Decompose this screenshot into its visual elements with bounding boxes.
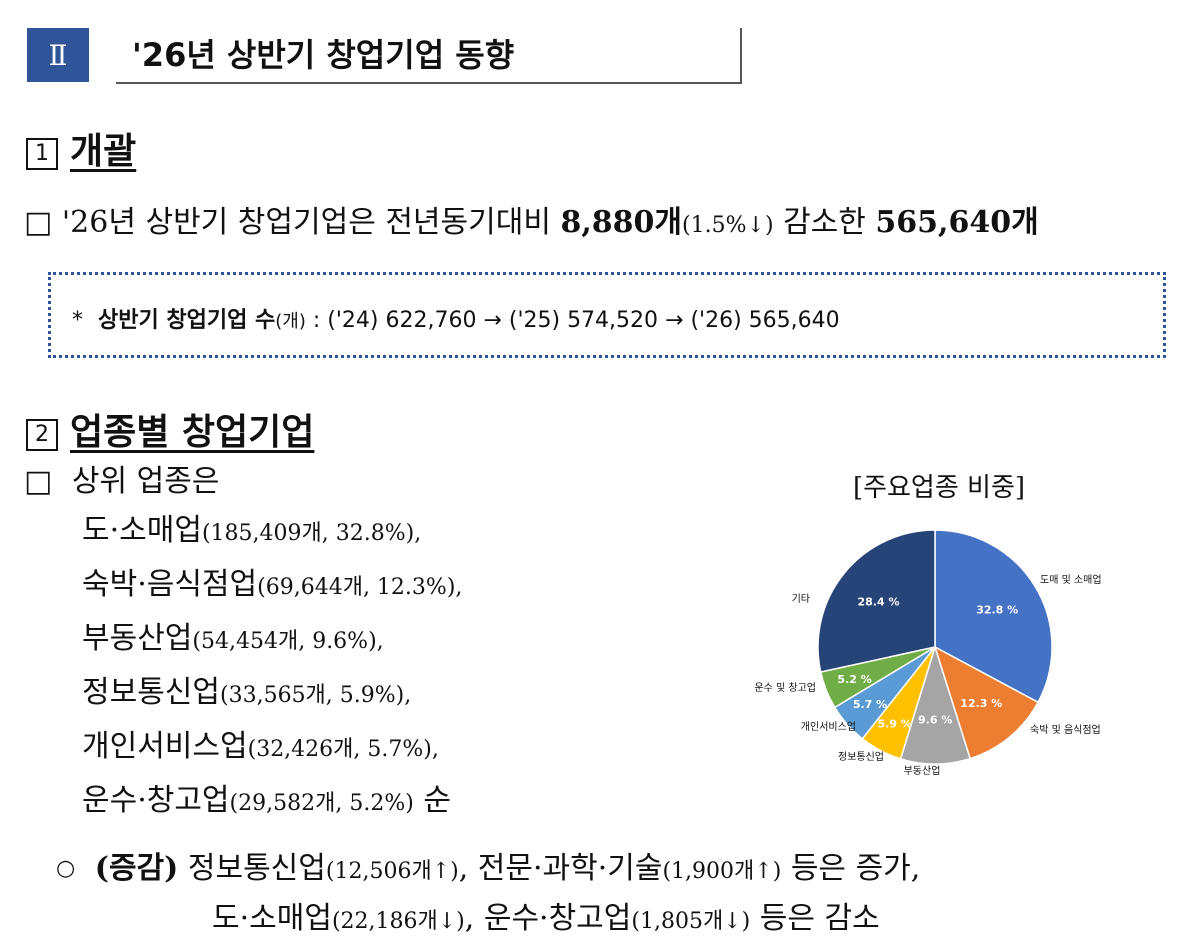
page-title: '26년 상반기 창업기업 동향	[132, 36, 515, 74]
industry-detail: (54,454개, 9.6%),	[192, 629, 384, 654]
category-label-information-communication: 정보통신업	[838, 750, 884, 763]
note-line: * 상반기 창업기업 수(개) : ('24) 622,760 → ('25) …	[72, 302, 840, 334]
section1-title: 개괄	[70, 131, 137, 172]
industry-name: 도·소매업	[82, 513, 202, 548]
data-label-real-estate: 9.6 %	[918, 714, 952, 727]
change-line-1: ○ (증감) 정보통신업(12,506개↑), 전문·과학·기술(1,900개↑…	[56, 843, 920, 887]
change-l2-b: , 운수·창고업	[464, 901, 632, 936]
section-number-box: Ⅱ	[27, 28, 89, 82]
change-l1-c: 등은 증가,	[781, 851, 921, 886]
note-box	[48, 272, 1166, 358]
list-item: 부동산업(54,454개, 9.6%),	[82, 613, 462, 667]
bullet-prefix: '26년 상반기 창업기업은 전년동기대비	[61, 205, 561, 240]
change-l2-c: 등은 감소	[750, 901, 880, 936]
category-label-personal-service: 개인서비스업	[801, 720, 856, 733]
bullet-square: □	[24, 205, 53, 240]
note-unit: (개)	[275, 311, 306, 332]
category-label-transport-storage: 운수 및 창고업	[754, 681, 816, 694]
industry-detail: (33,565개, 5.9%),	[220, 683, 412, 708]
list-item: 도·소매업(185,409개, 32.8%),	[82, 505, 462, 559]
section2-bullet: □ 상위 업종은	[24, 456, 219, 500]
industry-detail: (29,582개, 5.2%)	[229, 791, 414, 816]
bullet-mid: 감소한	[773, 205, 876, 240]
industry-detail: (32,426개, 5.7%),	[247, 737, 439, 762]
list-item: 개인서비스업(32,426개, 5.7%),	[82, 721, 462, 775]
section1-number: 1	[26, 138, 58, 170]
category-label-other: 기타	[792, 593, 810, 605]
circle-bullet: ○	[56, 856, 76, 881]
change-l2-a-detail: (22,186개↓)	[331, 909, 465, 934]
data-label-transport-storage: 5.2 %	[837, 673, 871, 686]
note-label: 상반기 창업기업 수	[98, 308, 276, 333]
section2-heading: 2 업종별 창업기업	[26, 403, 314, 455]
industry-share-pie-chart: [주요업종 비중] 32.8 % 도매 및 소매업 12.3 % 숙박 및 음식점업 9…	[754, 473, 1102, 777]
data-label-accommodation-food: 12.3 %	[960, 697, 1002, 710]
data-label-other: 28.4 %	[858, 596, 900, 609]
industry-name: 정보통신업	[82, 675, 220, 710]
pie-slice-other	[817, 529, 936, 673]
note-series: : ('24) 622,760 → ('25) 574,520 → ('26) …	[312, 308, 840, 333]
change-l1-b-detail: (1,900개↑)	[662, 859, 782, 884]
change-l1-a-detail: (12,506개↑)	[325, 859, 459, 884]
industry-name: 운수·창고업	[82, 783, 230, 818]
data-label-personal-service: 5.7 %	[853, 698, 887, 711]
category-label-real-estate: 부동산업	[904, 764, 941, 777]
pie-slice-accommodation-food	[933, 645, 1040, 760]
industry-detail: (69,644개, 12.3%),	[257, 575, 463, 600]
section1-heading: 1 개괄	[26, 122, 136, 174]
section2-number: 2	[26, 419, 58, 451]
pie-slice-wholesale-retail	[934, 529, 1053, 704]
industry-name: 개인서비스업	[82, 729, 248, 764]
change-l1-a: 정보통신업	[178, 851, 326, 886]
list-suffix: 순	[413, 783, 451, 818]
list-item: 정보통신업(33,565개, 5.9%),	[82, 667, 462, 721]
list-item: 숙박·음식점업(69,644개, 12.3%),	[82, 559, 462, 613]
total-count: 565,640개	[875, 205, 1039, 240]
section2-intro: 상위 업종은	[71, 464, 220, 499]
industry-name: 숙박·음식점업	[82, 567, 258, 602]
title-side-rule	[740, 28, 742, 84]
chart-title: [주요업종 비중]	[853, 473, 1025, 503]
decrease-pct: (1.5%↓)	[682, 213, 774, 238]
title-underline	[116, 82, 742, 84]
data-label-wholesale-retail: 32.8 %	[976, 604, 1018, 617]
data-label-information-communication: 5.9 %	[878, 718, 912, 731]
industry-name: 부동산업	[82, 621, 193, 656]
change-l2-a: 도·소매업	[212, 901, 332, 936]
change-l1-b: , 전문·과학·기술	[458, 851, 663, 886]
decrease-count: 8,880개	[560, 205, 683, 240]
change-line-2: 도·소매업(22,186개↓), 운수·창고업(1,805개↓) 등은 감소	[212, 893, 880, 937]
roman-numeral: Ⅱ	[48, 38, 68, 72]
note-star: *	[72, 308, 83, 333]
change-l2-b-detail: (1,805개↓)	[631, 909, 751, 934]
change-label: (증감)	[94, 851, 179, 886]
bullet-square: □	[24, 464, 53, 499]
section2-title: 업종별 창업기업	[70, 412, 315, 453]
industry-list: 도·소매업(185,409개, 32.8%), 숙박·음식점업(69,644개,…	[82, 505, 462, 829]
section1-bullet: □ '26년 상반기 창업기업은 전년동기대비 8,880개(1.5%↓) 감소…	[24, 197, 1039, 241]
list-item: 운수·창고업(29,582개, 5.2%) 순	[82, 775, 462, 829]
category-label-accommodation-food: 숙박 및 음식점업	[1030, 723, 1101, 736]
category-label-wholesale-retail: 도매 및 소매업	[1040, 573, 1102, 586]
industry-detail: (185,409개, 32.8%),	[201, 521, 422, 546]
